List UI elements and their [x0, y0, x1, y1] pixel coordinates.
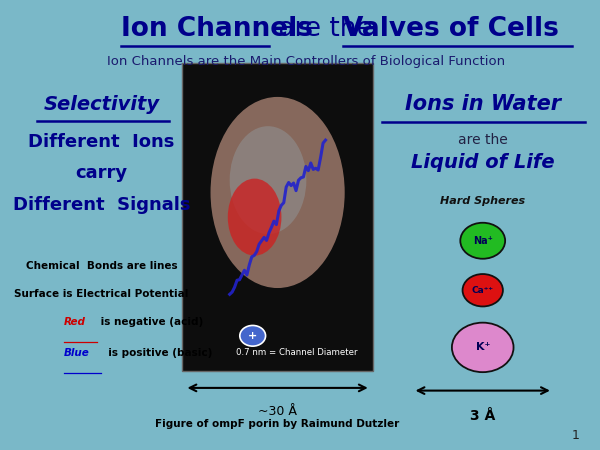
Circle shape	[463, 274, 503, 306]
Text: 0.7 nm = Channel Diameter: 0.7 nm = Channel Diameter	[236, 348, 358, 357]
Text: Na⁺: Na⁺	[473, 236, 493, 246]
Ellipse shape	[228, 179, 281, 256]
Text: Surface is Electrical Potential: Surface is Electrical Potential	[14, 289, 189, 299]
Circle shape	[452, 323, 514, 372]
Text: K⁺: K⁺	[476, 342, 490, 352]
Text: Selectivity: Selectivity	[44, 94, 160, 113]
Circle shape	[240, 325, 266, 346]
Text: Chemical  Bonds are lines: Chemical Bonds are lines	[26, 261, 178, 271]
Text: Ion Channels: Ion Channels	[121, 16, 313, 42]
Text: Blue: Blue	[64, 348, 90, 358]
Text: Different  Ions: Different Ions	[28, 133, 175, 151]
Bar	[182, 63, 373, 371]
Text: ~30 Å: ~30 Å	[258, 405, 297, 418]
Ellipse shape	[211, 97, 344, 288]
Text: Ion Channels are the Main Controllers of Biological Function: Ion Channels are the Main Controllers of…	[107, 55, 505, 68]
Text: Figure of ompF porin by Raimund Dutzler: Figure of ompF porin by Raimund Dutzler	[155, 419, 400, 429]
Text: is positive (basic): is positive (basic)	[101, 348, 212, 358]
Text: Red: Red	[64, 317, 86, 327]
Text: Valves of Cells: Valves of Cells	[343, 16, 559, 42]
Text: Different  Signals: Different Signals	[13, 196, 190, 214]
Text: is negative (acid): is negative (acid)	[97, 317, 203, 327]
Ellipse shape	[230, 126, 307, 234]
Text: +: +	[248, 331, 257, 341]
Text: are the: are the	[270, 16, 381, 42]
Text: carry: carry	[76, 164, 128, 182]
Circle shape	[460, 223, 505, 259]
Text: 3 Å: 3 Å	[470, 410, 496, 423]
Text: Hard Spheres: Hard Spheres	[440, 196, 525, 206]
Text: Liquid of Life: Liquid of Life	[411, 153, 554, 172]
Text: Ions in Water: Ions in Water	[405, 94, 561, 114]
Text: are the: are the	[458, 133, 508, 147]
Text: 1: 1	[572, 429, 580, 442]
Text: Ca⁺⁺: Ca⁺⁺	[472, 286, 494, 295]
